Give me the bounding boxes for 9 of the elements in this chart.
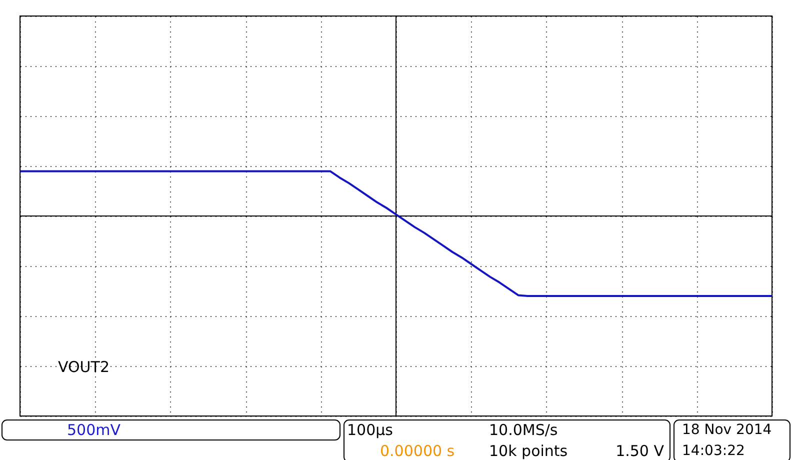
text: 14:03:22	[682, 443, 745, 459]
text: 18 Nov 2014	[682, 422, 772, 438]
text: 10k points	[489, 442, 568, 460]
text: VOUT2	[58, 358, 110, 376]
text: 10.0MS/s	[489, 421, 558, 439]
text: 500mV	[67, 421, 122, 439]
text: 100µs	[347, 421, 394, 439]
text: 0.00000 s	[380, 442, 455, 460]
text: 1.50 V	[616, 442, 665, 460]
